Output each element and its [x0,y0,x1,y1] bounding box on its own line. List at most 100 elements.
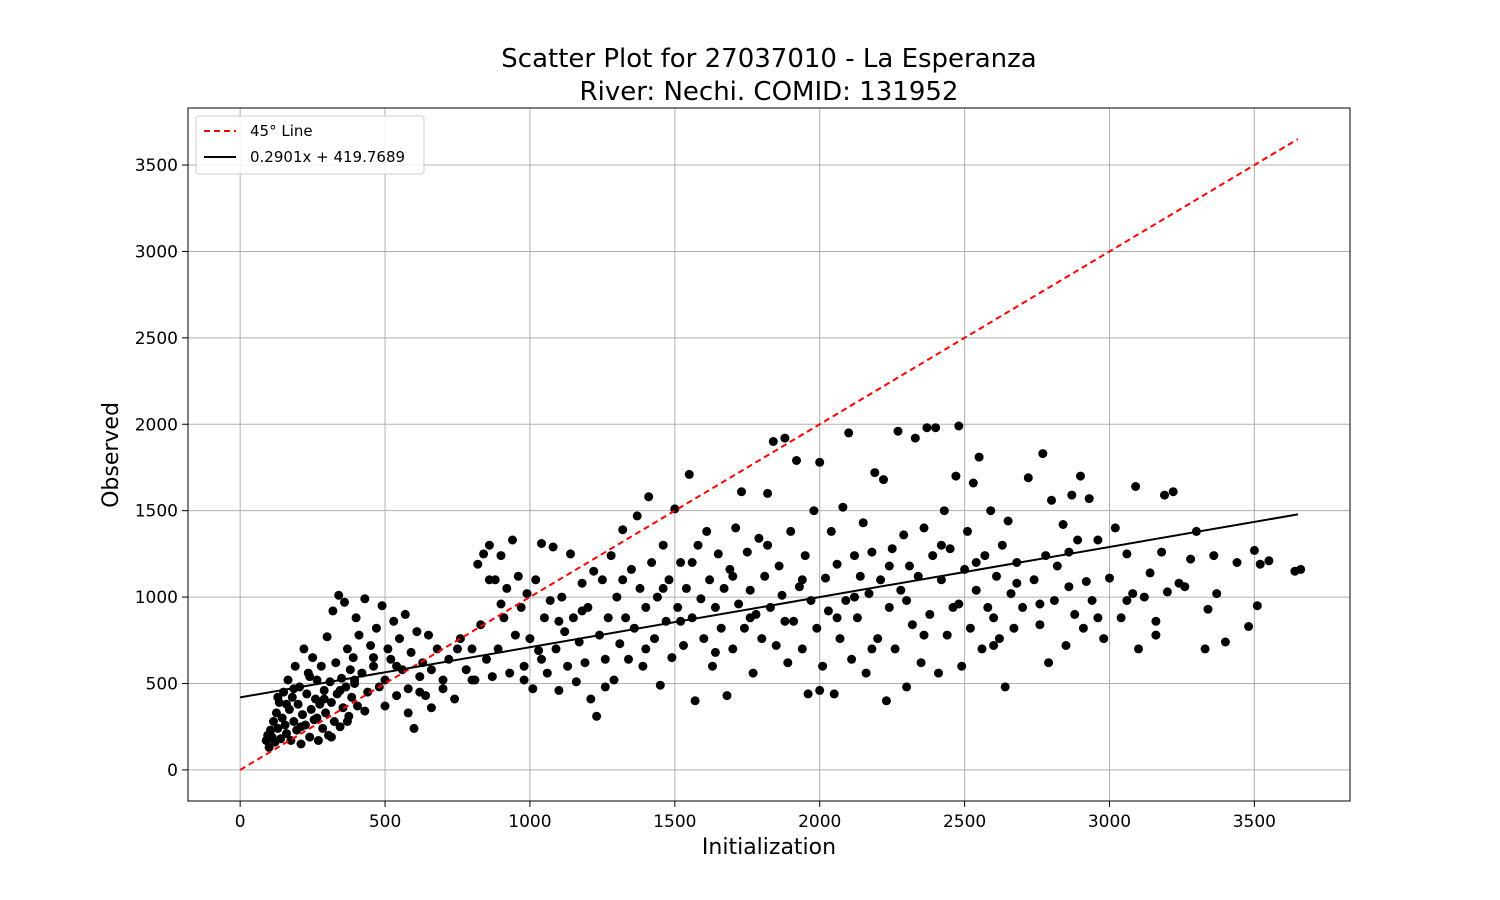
data-point [1049,596,1059,605]
data-point [890,644,900,654]
data-point [679,641,688,650]
data-point [887,544,897,554]
x-tick-label: 2000 [798,812,841,832]
data-point [864,589,874,599]
data-point [861,668,871,678]
data-point [386,654,396,664]
data-point [1052,561,1062,571]
data-point [321,708,331,718]
data-point [312,675,322,685]
data-point [774,561,784,571]
data-point [597,575,607,585]
data-point [1061,641,1071,650]
data-point [994,634,1004,644]
x-tick-label: 0 [235,812,246,832]
data-point [1018,602,1028,612]
data-point [835,634,845,644]
data-point [283,675,293,685]
data-point [438,675,448,685]
data-point [728,644,738,654]
data-point [821,573,830,583]
data-point [496,551,506,561]
data-point [1162,587,1172,597]
data-point [760,571,770,581]
data-point [809,506,819,516]
data-point [342,644,352,654]
data-point [369,653,378,663]
data-point [641,602,651,612]
data-point [768,437,778,446]
data-point [1023,473,1033,483]
data-point [690,696,700,706]
data-point [360,706,370,716]
data-point [287,692,297,702]
data-point [847,654,857,664]
data-point [867,547,877,557]
data-point [792,456,801,465]
data-point [600,654,610,664]
data-point [1255,559,1265,569]
data-point [363,687,373,697]
data-point [371,623,381,633]
data-point [380,701,390,711]
data-point [1157,547,1167,557]
data-point [684,469,694,479]
data-point [415,687,425,697]
data-point [635,583,645,593]
data-point [797,575,807,585]
data-point [1067,490,1077,500]
data-point [928,551,938,561]
data-point [681,583,691,593]
data-point [983,602,993,612]
data-point [1070,609,1080,619]
data-point [487,672,497,682]
y-tick-label: 1000 [135,588,178,608]
data-point [667,653,677,663]
data-point [328,606,338,616]
data-point [508,535,517,545]
data-point [298,710,307,720]
data-point [936,575,946,585]
data-point [916,658,926,668]
data-point [965,623,975,633]
data-point [519,661,529,671]
data-point [409,723,419,733]
data-point [1131,482,1141,491]
data-point [852,613,862,623]
data-point [702,526,712,536]
axis-ticks: 0 500 1000 1500 2000 2500 3000 3500 0 500 1000 1500… [135,156,1276,832]
y-tick-label: 0 [167,761,178,781]
data-point [1122,596,1132,605]
legend-label-fit-line: 0.2901x + 419.7689 [250,148,405,166]
data-point [539,613,549,623]
data-point [997,540,1007,550]
data-point [1078,623,1088,633]
data-point [354,630,364,640]
data-point [383,644,393,654]
data-point [1084,494,1094,504]
data-point [1186,554,1196,564]
data-point [476,620,486,630]
data-point [545,596,555,605]
data-point [331,658,341,668]
data-point [957,661,967,671]
data-point [1252,601,1262,611]
data-point [1244,622,1254,631]
data-point [493,644,503,654]
data-point [505,668,515,678]
data-point [305,732,315,742]
data-point [624,654,633,664]
data-point [980,551,990,561]
data-point [977,644,987,654]
y-tick-label: 2500 [135,329,178,349]
data-point [499,613,509,623]
data-point [353,701,362,711]
data-point [618,575,628,585]
data-point [925,609,935,619]
data-point [739,623,749,633]
data-point [771,641,781,650]
data-point [1076,471,1085,481]
data-point [763,488,773,498]
data-point [296,739,306,749]
